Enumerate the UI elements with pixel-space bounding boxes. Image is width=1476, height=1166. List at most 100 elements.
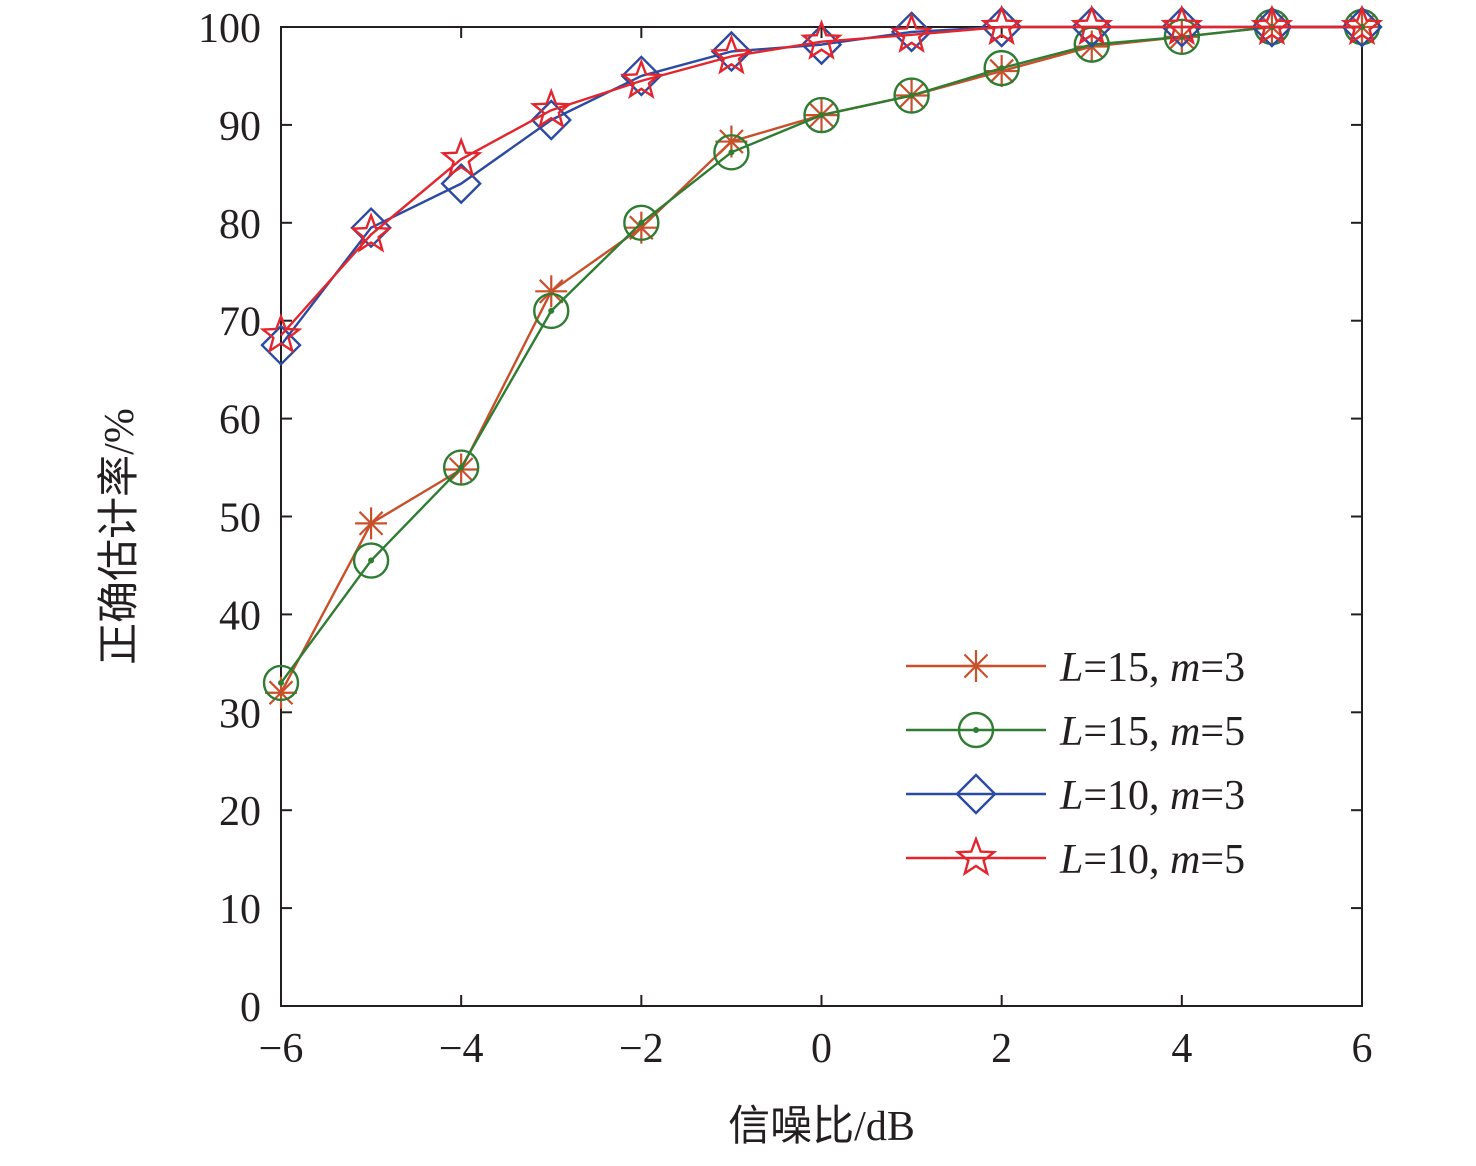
legend-label: L=15, m=3 [1059,645,1245,691]
legend-marker [954,835,998,877]
legend-entry-2: L=15, m=5 [906,709,1245,755]
series-4-point [1250,4,1294,46]
series-3-point [890,11,933,53]
series-4-point [1340,4,1384,46]
legend-label: L=10, m=5 [1059,837,1245,883]
legend-label-m: m [1170,645,1200,691]
legend-label-m: m [1170,837,1200,883]
series-4-point [349,212,393,253]
circle-ring [957,711,995,749]
legend-label-L: L [1059,837,1083,883]
circle-ring [533,292,570,330]
legend-label-m: m [1170,773,1200,819]
legend-label: L=10, m=3 [1059,773,1245,819]
x-tick-label: 4 [1171,1026,1192,1072]
series-2-point [713,134,750,171]
y-tick-label: 80 [219,202,261,248]
y-axis-title: 正确估计率/% [96,408,143,665]
legend-label-m-value: =5 [1200,837,1245,883]
circle-center [278,679,284,686]
x-tick-label: 0 [811,1026,832,1072]
legend-entry-4: L=10, m=5 [906,835,1245,883]
series-4 [259,4,1384,354]
x-tick-label: −4 [439,1026,484,1072]
legend: L=15, m=3L=15, m=5L=10, m=3L=10, m=5 [906,645,1245,883]
series-2-point [352,542,390,579]
circle-ring [352,542,390,579]
series-3-point [350,206,392,249]
circle-center [998,65,1005,72]
y-tick-label: 30 [219,691,261,737]
circle-ring [893,77,930,114]
legend-label-L: L [1059,645,1083,691]
asterisk-stroke [963,653,989,679]
legend-marker [955,773,997,815]
circle-ring [442,449,480,486]
legend-entry-3: L=10, m=3 [906,773,1245,819]
asterisk-stroke [629,215,654,240]
y-tick-label: 70 [219,300,261,346]
series-4-point [529,87,573,129]
circle-center [908,92,915,99]
series-4-point [800,19,843,60]
circle-ring [713,134,750,171]
legend-marker [957,711,995,749]
circle-center [368,557,375,564]
legend-label-m-value: =3 [1200,645,1245,691]
y-tick-label: 90 [219,104,261,150]
y-tick-label: 60 [219,398,261,444]
series-layer [259,4,1384,709]
asterisk-stroke [358,511,384,536]
series-3-point [710,30,753,73]
circle-ring [803,96,840,134]
circle-center [638,219,645,226]
series-2-point [983,49,1020,87]
legend-label-L: L [1059,709,1083,755]
series-1-point [265,676,297,709]
series-2-point [623,204,660,242]
series-3-point [530,99,572,141]
y-tick-label: 10 [219,887,261,933]
series-4-point [980,4,1023,46]
series-2 [262,8,1381,702]
series-4-point [1070,4,1114,46]
legend-label-L-value: =10, [1083,773,1170,819]
x-tick-label: −2 [619,1026,664,1072]
asterisk-stroke [268,680,294,706]
series-3-point [800,23,843,66]
circle-ring [983,49,1020,87]
legend-marker [960,650,992,682]
series-4-point [259,312,303,354]
legend-label-m-value: =5 [1200,709,1245,755]
series-3-point [620,55,663,97]
series-2-point [803,96,840,134]
legend-label-L: L [1059,773,1083,819]
circle-center [548,307,555,314]
series-1-point [355,507,388,540]
legend-label-L-value: =10, [1083,837,1170,883]
series-4-point [890,12,933,53]
series-3-point [260,324,302,366]
series-2-point [262,664,300,702]
series-4-line [280,25,1362,337]
circle-ring [262,664,300,702]
legend-label: L=15, m=5 [1059,709,1245,755]
y-tick-label: 50 [219,496,261,542]
series-4-point [439,136,483,178]
series-1-point [535,275,568,308]
circle-center [458,464,465,471]
y-tick-label: 40 [219,593,261,639]
y-tick-label: 0 [240,985,261,1031]
x-tick-label: 6 [1352,1026,1373,1072]
series-4-point [710,33,753,75]
series-1-point [625,211,658,244]
series-4-point [1160,4,1204,46]
y-tick-label: 20 [219,789,261,835]
series-2-point [442,449,480,486]
asterisk-stroke [538,279,564,304]
legend-entry-1: L=15, m=3 [906,645,1245,691]
legend-label-L-value: =15, [1083,645,1170,691]
